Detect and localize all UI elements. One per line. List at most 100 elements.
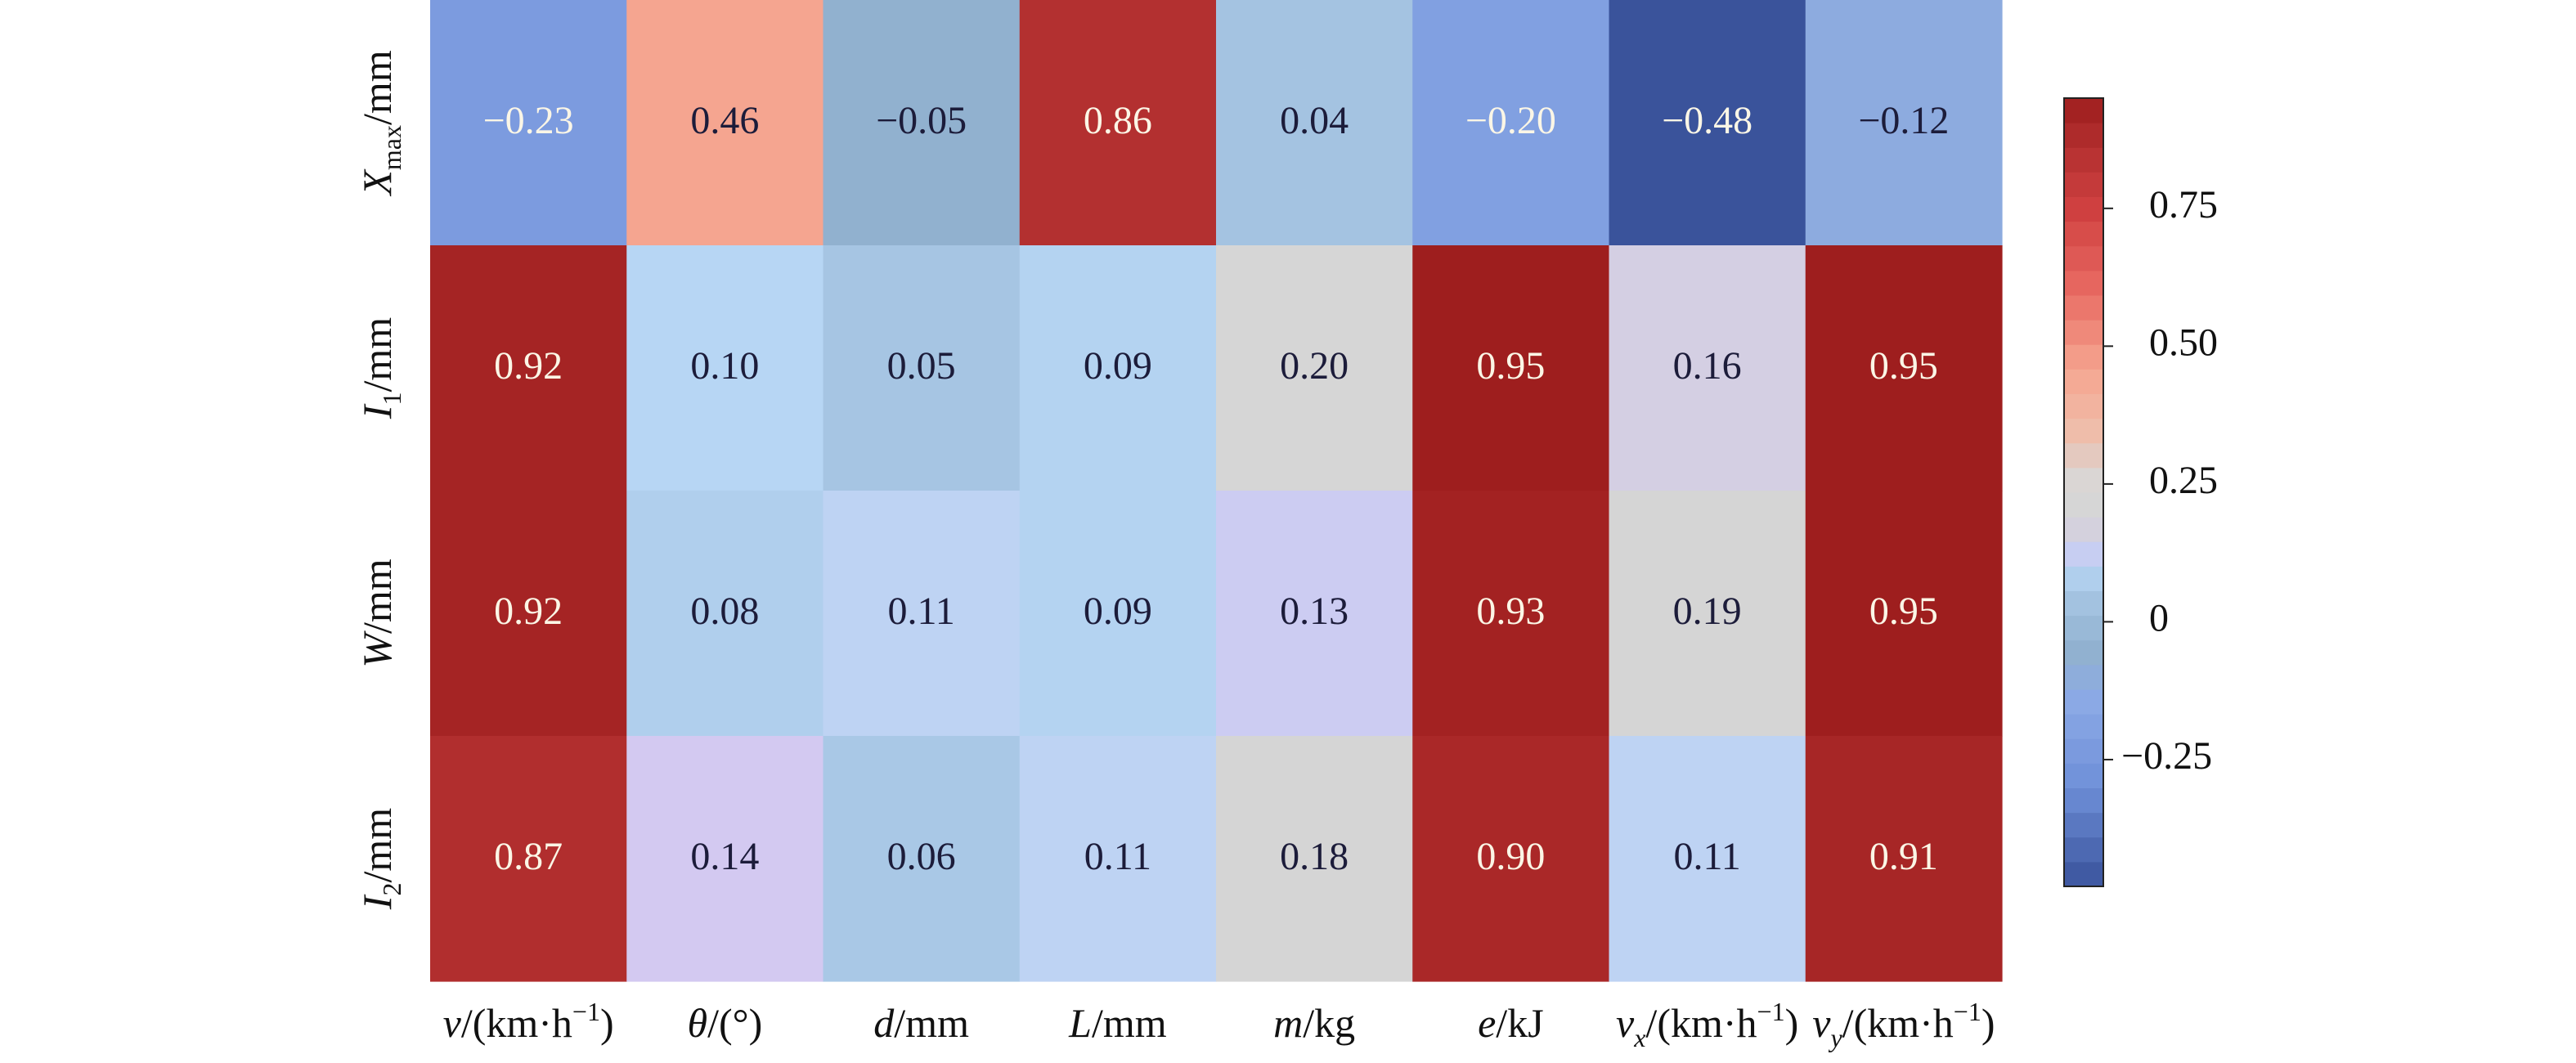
y-tick-sub: 1	[377, 392, 406, 406]
x-tick-label: vy/(km·h−1)	[1812, 997, 1995, 1052]
heatmap-cell	[1609, 491, 1806, 737]
colorbar-tick-label: 0.25	[2149, 459, 2218, 502]
cell-value-label: 0.91	[1869, 835, 1938, 878]
colorbar-segment	[2064, 664, 2103, 690]
y-tick-label: I2/mm	[354, 808, 406, 910]
colorbar-segment	[2064, 738, 2103, 764]
x-tick-label: v/(km·h−1)	[443, 997, 614, 1046]
cell-value-label: 0.14	[690, 835, 759, 878]
x-tick-unit: /(°)	[707, 1000, 762, 1046]
heatmap-cell	[1805, 736, 2003, 982]
colorbar-segment	[2064, 836, 2103, 863]
cell-value-label: 0.09	[1084, 344, 1152, 388]
x-tick-unit: /(km·h	[1842, 1000, 1954, 1046]
x-tick-unit: /(km·h	[461, 1000, 572, 1046]
cell-value-label: −0.48	[1662, 99, 1752, 142]
x-tick-label: vx/(km·h−1)	[1616, 997, 1798, 1052]
y-tick-unit: /mm	[354, 558, 400, 634]
x-tick-var: θ	[688, 1000, 708, 1046]
heatmap-cell	[1216, 0, 1413, 246]
colorbar-segment	[2064, 590, 2103, 617]
x-tick-sub: y	[1828, 1023, 1842, 1052]
heatmap-cell	[626, 245, 824, 491]
y-tick-label: I1/mm	[354, 317, 406, 419]
heatmap-cell	[1805, 245, 2003, 491]
heatmap-value-labels: −0.23 0.46 −0.05 0.86 0.04 −0.20 −0.48 −0.12 0.9…	[483, 99, 1950, 878]
heatmap-cells	[430, 0, 2003, 982]
colorbar-segment	[2064, 566, 2103, 591]
heatmap-cell	[626, 0, 824, 246]
heatmap-cell	[1019, 491, 1217, 737]
cell-value-label: 0.19	[1673, 590, 1742, 633]
colorbar-segment	[2064, 418, 2103, 444]
colorbar-segment	[2064, 344, 2103, 370]
heatmap-cell	[1019, 0, 1217, 246]
colorbar-segment	[2064, 517, 2103, 542]
cell-value-label: 0.11	[1674, 835, 1741, 878]
heatmap-cell	[430, 245, 627, 491]
x-tick-label: e/kJ	[1478, 1000, 1544, 1046]
heatmap-cell	[1216, 491, 1413, 737]
y-tick-sub: max	[377, 125, 406, 170]
cell-value-label: 0.46	[690, 99, 759, 142]
colorbar-segment	[2064, 369, 2103, 394]
x-tick-var: e	[1478, 1000, 1496, 1046]
cell-value-label: 0.04	[1280, 99, 1349, 142]
colorbar-segment	[2064, 467, 2103, 493]
colorbar-segment	[2064, 812, 2103, 838]
heatmap-cell	[1412, 491, 1610, 737]
colorbar-tick-label: −0.25	[2121, 734, 2212, 778]
cell-value-label: −0.23	[483, 99, 574, 142]
x-axis-labels: v/(km·h−1) θ/(°) d/mm L/mm m/kg e/kJ vx/(km·h−…	[443, 997, 1995, 1052]
cell-value-label: 0.92	[494, 590, 563, 633]
x-tick-unit: /kJ	[1496, 1000, 1543, 1046]
heatmap-cell	[1412, 0, 1610, 246]
x-tick-var: L	[1068, 1000, 1092, 1046]
colorbar-segment	[2064, 98, 2103, 123]
x-tick-unit: /kg	[1303, 1000, 1355, 1046]
heatmap-cell	[1412, 736, 1610, 982]
colorbar: −0.25 0 0.25 0.50 0.75	[2063, 97, 2218, 887]
x-tick-unit: /mm	[1092, 1000, 1167, 1046]
heatmap-cell	[823, 245, 1021, 491]
heatmap-cell	[823, 736, 1021, 982]
colorbar-tick-label: 0.75	[2149, 183, 2218, 227]
cell-value-label: 0.20	[1280, 344, 1349, 388]
cell-value-label: 0.95	[1476, 344, 1545, 388]
cell-value-label: 0.87	[494, 835, 563, 878]
cell-value-label: 0.10	[690, 344, 759, 388]
heatmap-cell	[1805, 0, 2003, 246]
y-tick-sub: 2	[377, 883, 406, 896]
heatmap-cell	[626, 736, 824, 982]
heatmap-cell	[823, 0, 1021, 246]
y-tick-unit: /mm	[354, 50, 400, 125]
heatmap-cell	[1412, 245, 1610, 491]
colorbar-segment	[2064, 615, 2103, 641]
x-tick-close: )	[1785, 1000, 1799, 1046]
y-tick-var: I	[354, 403, 400, 419]
heatmap-cell	[1609, 245, 1806, 491]
cell-value-label: 0.11	[1084, 835, 1151, 878]
x-tick-var: d	[873, 1000, 895, 1046]
colorbar-segment	[2064, 320, 2103, 345]
x-tick-var: v	[443, 1000, 462, 1046]
colorbar-frame	[2063, 97, 2104, 887]
colorbar-segment	[2064, 123, 2103, 148]
x-tick-var: v	[1812, 1000, 1831, 1046]
x-tick-sub: x	[1633, 1023, 1645, 1052]
colorbar-segment	[2064, 221, 2103, 247]
x-tick-sup: −1	[1954, 997, 1981, 1026]
x-tick-close: )	[1981, 1000, 1995, 1046]
cell-value-label: 0.18	[1280, 835, 1349, 878]
colorbar-tick-label: 0.50	[2149, 321, 2218, 364]
x-tick-close: )	[600, 1000, 614, 1046]
cell-value-label: 0.92	[494, 344, 563, 388]
colorbar-segment	[2064, 393, 2103, 419]
colorbar-segment	[2064, 763, 2103, 788]
heatmap-cell	[430, 491, 627, 737]
cell-value-label: 0.16	[1673, 344, 1742, 388]
colorbar-segment	[2064, 861, 2103, 887]
heatmap-cell	[1805, 491, 2003, 737]
x-tick-sup: −1	[1757, 997, 1785, 1026]
y-tick-var: X	[354, 168, 400, 197]
